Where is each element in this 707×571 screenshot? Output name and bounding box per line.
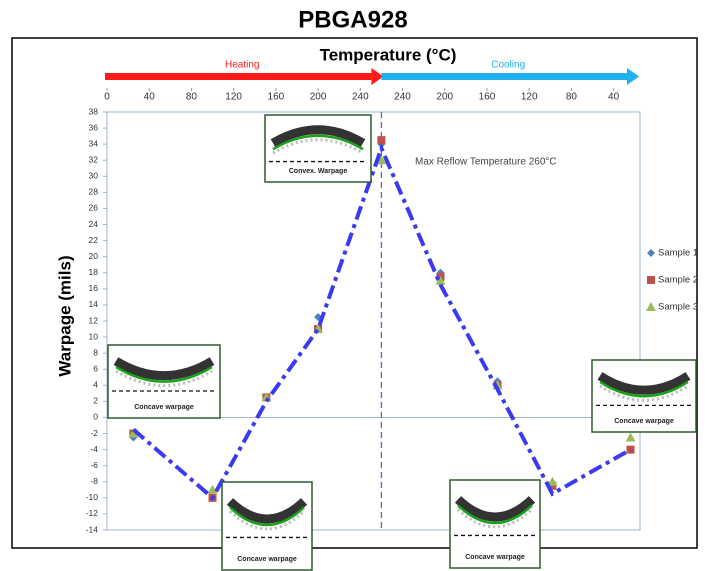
x-tick-label: 200 bbox=[436, 92, 453, 103]
y-tick-label: -8 bbox=[90, 476, 98, 486]
inset-label: Concave warpage bbox=[134, 404, 194, 411]
legend-label: Sample 2 bbox=[658, 275, 698, 286]
y-tick-label: -12 bbox=[86, 508, 99, 518]
x-tick-label: 240 bbox=[352, 92, 369, 103]
x-tick-label: 160 bbox=[479, 92, 496, 103]
y-tick-label: 18 bbox=[89, 267, 99, 277]
y-tick-label: 38 bbox=[89, 106, 99, 116]
y-tick-label: 32 bbox=[89, 154, 99, 164]
y-tick-label: 0 bbox=[93, 412, 98, 422]
y-tick-label: -6 bbox=[90, 460, 98, 470]
chart-title: PBGA928 bbox=[298, 6, 407, 33]
inset: Concave warpage bbox=[108, 345, 220, 418]
x-tick-label: 0 bbox=[104, 92, 110, 103]
y-tick-label: 8 bbox=[93, 347, 98, 357]
x-tick-label: 200 bbox=[310, 92, 327, 103]
inset: Concave warpage bbox=[222, 482, 312, 570]
y-tick-label: 22 bbox=[89, 235, 99, 245]
x-axis-title: Temperature (°C) bbox=[320, 45, 457, 64]
point bbox=[377, 136, 385, 144]
y-tick-label: 10 bbox=[89, 331, 99, 341]
point bbox=[647, 276, 655, 284]
phase-label: Heating bbox=[225, 60, 259, 71]
inset-label: Concave warpage bbox=[237, 556, 297, 563]
y-tick-label: 14 bbox=[89, 299, 99, 309]
legend-label: Sample 3 bbox=[658, 302, 698, 313]
y-tick-label: 12 bbox=[89, 315, 99, 325]
inset: Concave warpage bbox=[592, 360, 696, 432]
inset: Concave warpage bbox=[450, 480, 540, 568]
x-tick-label: 80 bbox=[186, 92, 198, 103]
annotation: Max Reflow Temperature 260°C bbox=[415, 157, 557, 168]
x-tick-label: 40 bbox=[144, 92, 156, 103]
inset: Convex. Warpage bbox=[265, 115, 371, 182]
y-tick-label: -14 bbox=[86, 524, 99, 534]
y-tick-label: -2 bbox=[90, 428, 98, 438]
y-tick-label: -10 bbox=[86, 492, 99, 502]
phase-label: Cooling bbox=[491, 60, 525, 71]
y-tick-label: -4 bbox=[90, 444, 98, 454]
y-tick-label: 16 bbox=[89, 283, 99, 293]
y-tick-label: 2 bbox=[93, 396, 98, 406]
inset-label: Convex. Warpage bbox=[289, 168, 348, 175]
y-tick-label: 28 bbox=[89, 187, 99, 197]
x-tick-label: 120 bbox=[521, 92, 538, 103]
inset-label: Concave warpage bbox=[465, 554, 525, 561]
x-tick-label: 240 bbox=[394, 92, 411, 103]
legend-label: Sample 1 bbox=[658, 248, 698, 259]
y-tick-label: 30 bbox=[89, 171, 99, 181]
phase-arrow bbox=[381, 73, 627, 80]
inset-label: Concave warpage bbox=[614, 418, 674, 425]
y-tick-label: 4 bbox=[93, 380, 98, 390]
x-tick-label: 40 bbox=[608, 92, 620, 103]
phase-arrow bbox=[105, 73, 371, 80]
x-tick-label: 80 bbox=[566, 92, 578, 103]
y-tick-label: 6 bbox=[93, 363, 98, 373]
y-tick-label: 26 bbox=[89, 203, 99, 213]
y-tick-label: 24 bbox=[89, 219, 99, 229]
chart: PBGA928 Temperature (°C) Warpage (mils) … bbox=[0, 0, 707, 571]
y-tick-label: 36 bbox=[89, 122, 99, 132]
y-tick-label: 20 bbox=[89, 251, 99, 261]
y-axis-title: Warpage (mils) bbox=[55, 255, 74, 376]
y-tick-label: 34 bbox=[89, 138, 99, 148]
x-tick-label: 120 bbox=[225, 92, 242, 103]
x-tick-label: 160 bbox=[268, 92, 285, 103]
